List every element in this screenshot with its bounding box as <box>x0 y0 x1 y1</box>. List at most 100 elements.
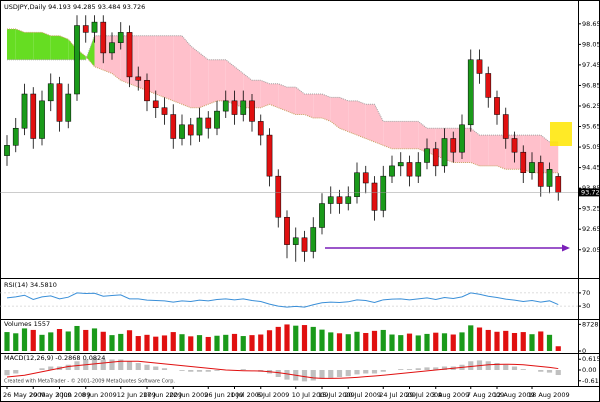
y-tick-label: -0.6152 <box>582 377 600 385</box>
x-tick-label: 3 Aug 2009 <box>432 391 470 399</box>
volume-bar <box>468 325 474 351</box>
macd-bar <box>65 364 71 370</box>
candle-body <box>126 32 133 78</box>
volume-bar <box>135 336 141 351</box>
y-tick-label: 97.450 <box>582 61 600 69</box>
candle-body <box>529 162 535 173</box>
y-tick-label: 93.850 <box>582 184 600 192</box>
macd-bar <box>153 366 159 370</box>
cloud-segment <box>269 83 279 108</box>
candle-body <box>546 169 553 187</box>
volume-bar <box>30 329 36 351</box>
volume-bar <box>144 334 150 351</box>
volume-bar <box>56 329 63 351</box>
macd-bar <box>126 361 133 370</box>
candle-body <box>91 21 98 33</box>
candle-body <box>12 127 19 146</box>
cloud-segment <box>199 52 209 108</box>
volume-bar <box>538 331 544 351</box>
candle-body <box>301 237 308 252</box>
cloud-segment <box>260 80 270 108</box>
volume-bar <box>520 332 526 351</box>
volume-bar <box>109 335 115 351</box>
volume-bar <box>293 325 299 351</box>
candle-body <box>485 73 492 98</box>
candle-body <box>450 138 457 153</box>
y-tick-label: 0.00 <box>582 366 596 374</box>
cloud-segment <box>42 32 51 60</box>
volume-bar <box>258 334 264 351</box>
candle-body <box>284 216 290 245</box>
x-tick-label: 20 Jul 2009 <box>344 391 381 399</box>
macd-bar <box>144 364 150 370</box>
panel-title: RSI(14) 34.5810 <box>4 281 57 289</box>
candle-body <box>21 93 28 129</box>
candle-body <box>476 59 483 74</box>
volume-bar <box>476 327 483 351</box>
volume-bar <box>153 336 159 351</box>
cloud-segment <box>365 104 375 142</box>
macd-bar <box>468 361 474 370</box>
x-tick-label: 3 Jun 2009 <box>56 391 91 399</box>
macd-bar <box>398 369 404 370</box>
x-tick-label: 17 Jun 2009 <box>143 391 182 399</box>
y-tick-label: 92.050 <box>582 246 600 254</box>
highlight-box <box>550 122 572 146</box>
candle-body <box>467 59 474 126</box>
candle-body <box>432 148 439 167</box>
candle-body <box>179 124 185 139</box>
macd-bar <box>546 370 553 373</box>
cloud-segment <box>348 100 357 136</box>
macd-bar <box>345 370 351 377</box>
macd-bar <box>310 370 316 381</box>
volume-bar <box>231 333 238 351</box>
cloud-segment <box>15 28 25 60</box>
volume-bar <box>126 330 133 351</box>
cloud-segment <box>50 35 60 60</box>
candle-body <box>214 110 220 129</box>
volume-bar <box>380 329 386 351</box>
macd-bar <box>4 370 10 376</box>
candle-body <box>4 145 10 156</box>
cloud-segment <box>400 121 410 149</box>
candle-body <box>511 138 518 153</box>
macd-bar <box>100 359 106 370</box>
cloud-segment <box>164 35 174 101</box>
macd-bar <box>48 366 54 370</box>
macd-bar <box>39 368 45 370</box>
candle-body <box>389 165 395 177</box>
x-tick-label: 26 Jun 2009 <box>204 391 243 399</box>
macd-bar <box>196 370 203 372</box>
candle-body <box>336 196 343 204</box>
x-tick-label: 29 Jul 2009 <box>406 391 443 399</box>
candle-body <box>187 124 194 136</box>
cloud-segment <box>330 97 340 129</box>
macd-bar <box>118 359 124 370</box>
cloud-segment <box>392 121 401 149</box>
volume-bar <box>13 333 19 351</box>
volume-bar <box>328 332 334 351</box>
volume-bar <box>546 334 553 351</box>
volume-bar <box>196 335 203 351</box>
cloud-segment <box>383 121 392 149</box>
candle-body <box>231 100 238 115</box>
y-tick-label: 0 <box>582 347 586 355</box>
candle-body <box>441 138 448 167</box>
candle-body <box>354 172 360 197</box>
candle-body <box>371 182 378 211</box>
macd-bar <box>511 366 518 370</box>
candle-body <box>415 162 422 177</box>
y-tick-label: 98.050 <box>582 40 600 48</box>
volume-bar <box>65 331 71 351</box>
candle-body <box>380 175 387 211</box>
macd-bar <box>494 363 500 370</box>
volume-bar <box>188 336 194 351</box>
candle-body <box>520 151 527 173</box>
cloud-segment <box>304 94 314 118</box>
volume-bar <box>424 333 430 351</box>
cloud-segment <box>59 35 69 60</box>
candle-body <box>275 175 282 218</box>
cloud-segment <box>497 135 506 170</box>
macd-bar <box>363 370 369 374</box>
candle-body <box>537 162 544 187</box>
